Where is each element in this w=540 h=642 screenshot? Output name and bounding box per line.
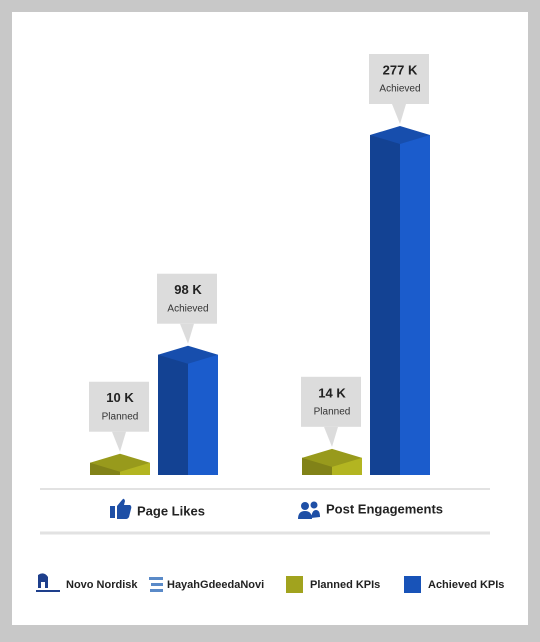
callout-box [89,381,149,432]
bar-top [90,453,150,472]
legend-swatch [286,576,303,593]
callout-label: Planned [102,411,139,422]
category-label: Post Engagements [326,501,443,516]
callout-pointer [392,104,406,124]
bar-3d: 98 K Achieved [157,273,218,475]
brand-name: HayahGdeedaNovi [167,579,264,591]
callout-box [369,54,429,104]
bar-top [370,126,430,144]
callout-pointer [112,431,126,452]
people-icon [298,501,320,519]
value-label: 14 K [318,385,346,400]
hayah-logo [149,577,163,592]
callout-box [157,273,217,324]
bar-3d: 14 K Planned [301,376,362,475]
category-label: Page Likes [137,503,205,518]
legend-label: Planned KPIs [310,579,380,591]
callout-label: Achieved [379,84,420,95]
legend-swatch [404,576,421,593]
like-icon [110,498,132,519]
card [12,12,528,625]
value-label: 10 K [106,390,134,405]
bar-side [370,135,400,475]
bar-3d: 10 K Planned [89,381,150,475]
legend-label: Achieved KPIs [428,579,504,591]
callout-box [301,376,361,427]
callout-label: Planned [314,406,351,417]
bar-side [158,354,188,475]
bar-top [158,345,218,364]
value-label: 277 K [383,62,418,77]
callout-label: Achieved [167,303,208,314]
callout-pointer [324,426,338,447]
novo-logo [36,573,60,592]
value-label: 98 K [174,282,202,297]
callout-pointer [180,323,194,344]
bar-top [302,448,362,467]
bar-3d: 277 K Achieved [369,54,430,475]
brand-name: Novo Nordisk [66,579,138,591]
